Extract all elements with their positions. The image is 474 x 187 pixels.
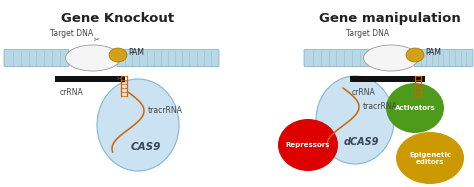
Text: tracrRNA: tracrRNA xyxy=(148,105,183,114)
Text: Repressors: Repressors xyxy=(286,142,330,148)
FancyBboxPatch shape xyxy=(117,50,219,67)
Ellipse shape xyxy=(109,48,127,62)
Text: ✂: ✂ xyxy=(117,76,123,82)
FancyBboxPatch shape xyxy=(350,76,425,82)
Text: Gene Knockout: Gene Knockout xyxy=(62,12,174,25)
Text: PAM: PAM xyxy=(128,47,144,56)
Ellipse shape xyxy=(364,45,419,71)
FancyBboxPatch shape xyxy=(304,50,369,67)
Text: CAS9: CAS9 xyxy=(131,142,161,152)
Text: Activators: Activators xyxy=(395,105,436,111)
Ellipse shape xyxy=(406,48,424,62)
Ellipse shape xyxy=(278,119,338,171)
Text: Target DNA: Target DNA xyxy=(346,29,390,38)
Ellipse shape xyxy=(396,132,464,184)
Ellipse shape xyxy=(65,45,120,71)
Text: Epigenetic
editors: Epigenetic editors xyxy=(409,151,451,165)
Ellipse shape xyxy=(97,79,179,171)
Text: dCAS9: dCAS9 xyxy=(343,137,379,147)
Text: Target DNA: Target DNA xyxy=(50,29,93,38)
Text: tracrRNA: tracrRNA xyxy=(363,102,398,111)
Ellipse shape xyxy=(316,76,394,164)
FancyBboxPatch shape xyxy=(414,50,473,67)
Ellipse shape xyxy=(386,83,444,133)
Text: Gene manipulation: Gene manipulation xyxy=(319,12,461,25)
Text: crRNA: crRNA xyxy=(60,88,84,97)
FancyBboxPatch shape xyxy=(55,76,125,82)
Text: PAM: PAM xyxy=(425,47,441,56)
Text: crRNA: crRNA xyxy=(352,88,376,97)
Text: ✂: ✂ xyxy=(94,37,100,43)
FancyBboxPatch shape xyxy=(4,50,69,67)
